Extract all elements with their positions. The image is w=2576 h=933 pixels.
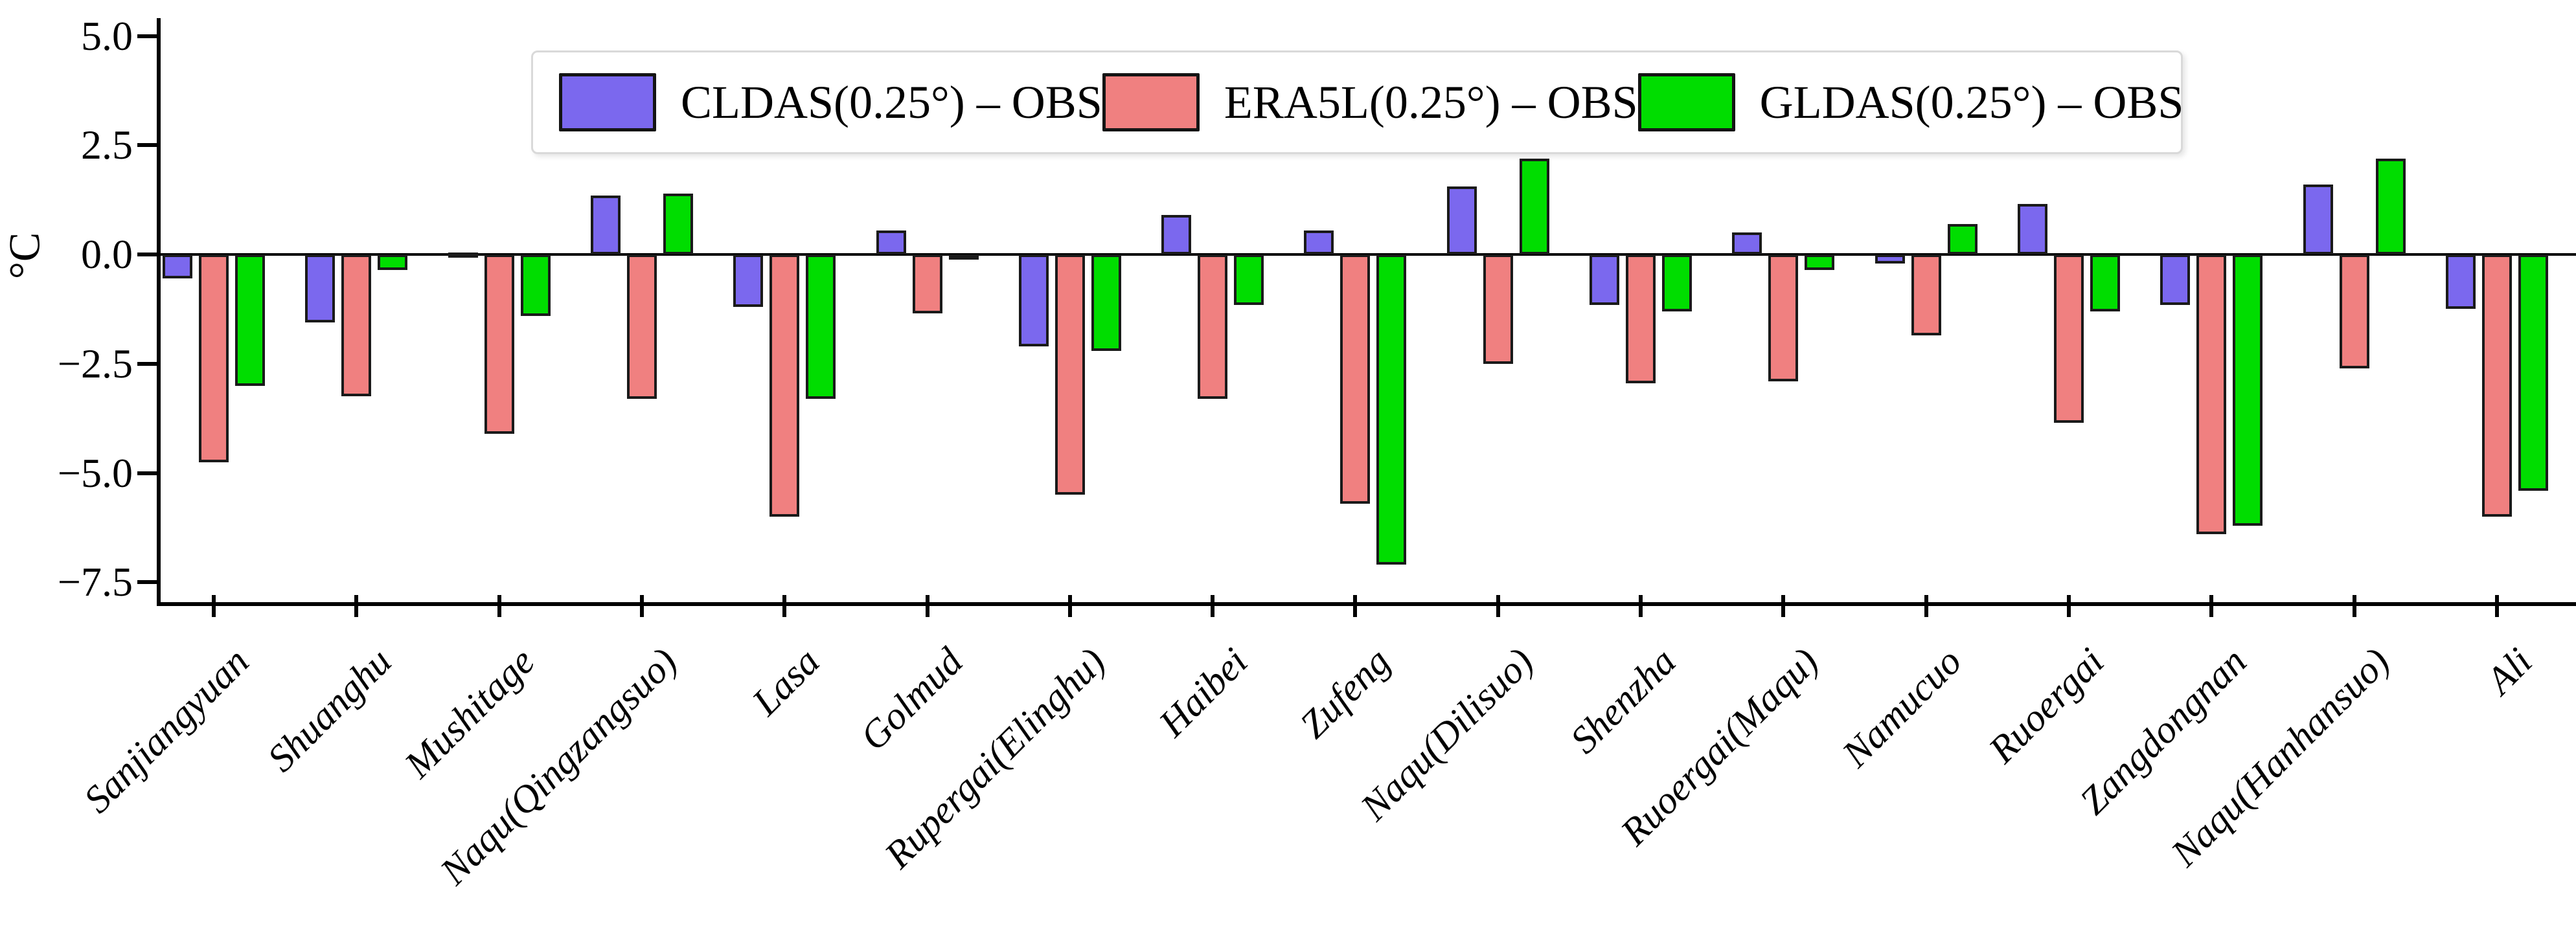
bar-cldas-shenzha: [1590, 254, 1619, 305]
bar-cldas-namucuo: [1875, 254, 1905, 264]
x-axis-spine: [157, 602, 2576, 606]
y-tick: [137, 580, 159, 585]
bar-gldas-sanjiangyuan: [235, 254, 265, 386]
x-tick: [212, 595, 216, 617]
bar-cldas-golmud: [876, 230, 906, 254]
x-tick: [2494, 595, 2499, 617]
y-tick-label: 2.5: [81, 122, 133, 168]
bar-era5l-ruoergai-maqu: [1768, 254, 1799, 381]
bar-era5l-naqu-dilisuo: [1483, 254, 1513, 364]
bar-era5l-ali: [2481, 254, 2512, 517]
bar-cldas-rupergai-elinghu: [1018, 254, 1049, 346]
bar-gldas-zufeng: [1376, 254, 1407, 565]
bar-era5l-rupergai-elinghu: [1054, 254, 1085, 495]
bar-cldas-mushitage: [448, 252, 478, 258]
y-tick-label: −2.5: [57, 340, 133, 387]
bar-cldas-ali: [2445, 254, 2476, 309]
y-axis-spine: [157, 18, 161, 606]
bar-gldas-shenzha: [1662, 254, 1692, 311]
gldas-swatch-icon: [1637, 73, 1735, 131]
bar-gldas-rupergai-elinghu: [1091, 254, 1121, 351]
x-tick: [354, 595, 359, 617]
bar-gldas-namucuo: [1947, 223, 1978, 254]
bar-era5l-lasa: [769, 254, 800, 517]
x-tick: [2066, 595, 2071, 617]
x-tick: [1353, 595, 1358, 617]
bar-cldas-naqu-dilisuo: [1446, 186, 1477, 254]
bar-gldas-naqu-dilisuo: [1519, 158, 1549, 254]
bar-era5l-shuanghu: [341, 254, 372, 397]
bar-gldas-lasa: [806, 254, 836, 399]
x-tick: [1067, 595, 1072, 617]
bar-cldas-naqu-qingzangsuo: [590, 195, 621, 254]
y-tick: [137, 253, 159, 256]
bar-era5l-haibei: [1198, 254, 1228, 399]
bar-gldas-ali: [2518, 254, 2548, 491]
bar-era5l-golmud: [912, 254, 942, 314]
legend-entry-gldas: GLDAS(0.25°) – OBS: [1637, 73, 2184, 131]
y-tick: [137, 143, 159, 148]
bar-cldas-lasa: [733, 254, 764, 307]
bar-era5l-naqu-hanhansuo: [2339, 254, 2369, 368]
y-tick: [137, 471, 159, 475]
bar-era5l-shenzha: [1626, 254, 1656, 384]
bar-cldas-ruoergai-maqu: [1732, 232, 1762, 254]
bar-era5l-zufeng: [1340, 254, 1371, 504]
bar-gldas-zangdongnan: [2233, 254, 2263, 526]
x-tick: [497, 595, 501, 617]
bar-era5l-ruoergai: [2053, 254, 2084, 423]
legend-label-cldas: CLDAS(0.25°) – OBS: [681, 76, 1102, 128]
legend-label-era5l: ERA5L(0.25°) – OBS: [1224, 76, 1638, 128]
x-tick: [1781, 595, 1786, 617]
bar-gldas-golmud: [948, 254, 979, 260]
bar-cldas-naqu-hanhansuo: [2303, 185, 2333, 254]
bar-era5l-mushitage: [484, 254, 514, 434]
x-tick: [1496, 595, 1500, 617]
bar-gldas-naqu-qingzangsuo: [663, 193, 693, 254]
bar-cldas-zufeng: [1304, 230, 1334, 254]
cldas-swatch-icon: [559, 73, 656, 131]
x-tick: [925, 595, 929, 617]
x-tick: [639, 595, 644, 617]
era5l-swatch-icon: [1102, 73, 1200, 131]
y-tick-label: −5.0: [57, 449, 133, 496]
bar-gldas-mushitage: [520, 254, 551, 316]
y-tick-label: 5.0: [81, 12, 133, 59]
x-tick: [2209, 595, 2214, 617]
legend: CLDAS(0.25°) – OBS ERA5L(0.25°) – OBS GL…: [531, 51, 2183, 154]
y-tick: [137, 361, 159, 366]
bar-cldas-shuanghu: [305, 254, 336, 322]
bar-gldas-naqu-hanhansuo: [2375, 158, 2406, 254]
bar-era5l-sanjiangyuan: [199, 254, 229, 462]
x-tick: [1211, 595, 1215, 617]
bar-cldas-sanjiangyuan: [163, 254, 192, 279]
bar-gldas-haibei: [1234, 254, 1264, 305]
x-tick: [1639, 595, 1643, 617]
legend-entry-era5l: ERA5L(0.25°) – OBS: [1102, 73, 1638, 131]
legend-label-gldas: GLDAS(0.25°) – OBS: [1759, 76, 2184, 128]
y-tick-label: 0.0: [81, 231, 133, 277]
legend-entry-cldas: CLDAS(0.25°) – OBS: [559, 73, 1102, 131]
bar-era5l-naqu-qingzangsuo: [626, 254, 657, 399]
y-tick-label: −7.5: [57, 559, 133, 605]
bar-gldas-ruoergai: [2090, 254, 2120, 311]
x-tick: [2352, 595, 2356, 617]
y-tick: [137, 34, 159, 38]
bar-cldas-ruoergai: [2017, 204, 2047, 254]
bar-gldas-ruoergai-maqu: [1805, 254, 1835, 270]
bar-gldas-shuanghu: [378, 254, 408, 270]
x-tick: [1924, 595, 1928, 617]
bar-cldas-haibei: [1161, 215, 1192, 254]
x-tick: [782, 595, 787, 617]
bar-cldas-zangdongnan: [2160, 254, 2191, 305]
bar-era5l-namucuo: [1911, 254, 1941, 335]
bar-era5l-zangdongnan: [2196, 254, 2227, 534]
